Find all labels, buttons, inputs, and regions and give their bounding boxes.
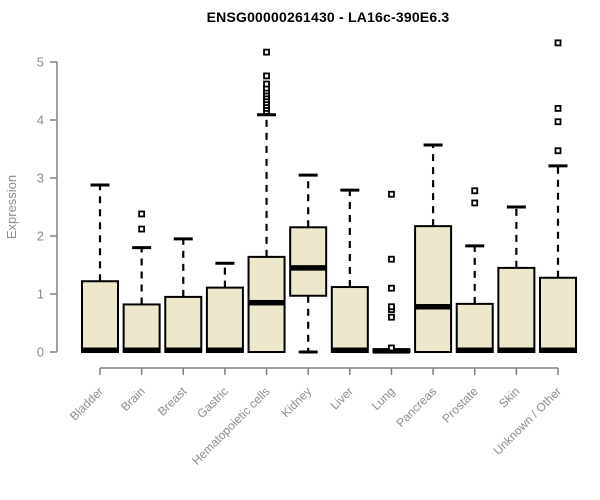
boxplot-unknown-other <box>539 39 577 354</box>
outlier-point <box>388 344 395 352</box>
outlier-point <box>388 255 395 263</box>
median-line <box>81 347 119 354</box>
iqr-box <box>497 266 536 353</box>
boxplot-prostate <box>455 187 494 354</box>
x-tick-label-bladder: Bladder <box>67 384 106 423</box>
x-tick-label-breast: Breast <box>155 384 190 419</box>
median-line <box>289 265 327 271</box>
boxplot-kidney <box>289 173 328 354</box>
iqr-box <box>539 276 577 354</box>
median-line <box>331 347 369 354</box>
median-line <box>248 299 286 306</box>
outlier-point <box>388 284 395 292</box>
y-tick-label: 1 <box>37 287 44 302</box>
outlier-point <box>388 313 395 321</box>
x-tick-label-skin: Skin <box>496 384 522 410</box>
y-tick-label: 4 <box>37 113 44 128</box>
iqr-box <box>164 295 203 353</box>
y-tick-label: 0 <box>37 345 44 360</box>
boxplot-lung <box>372 190 411 354</box>
y-axis: 0 1 2 3 4 5 Expression <box>4 55 58 360</box>
y-tick-label: 2 <box>37 229 44 244</box>
median-line <box>414 304 452 310</box>
y-axis-label: Expression <box>4 175 19 239</box>
x-tick-label-gastric: Gastric <box>194 384 231 421</box>
boxplot-gastric <box>205 261 244 354</box>
outlier-point <box>263 72 270 80</box>
median-line <box>164 347 202 354</box>
outlier-point <box>263 48 270 56</box>
outlier-point <box>263 80 270 88</box>
outlier-point <box>554 105 562 112</box>
iqr-box <box>205 286 244 353</box>
outlier-point <box>554 118 562 126</box>
boxplot-pancreas <box>414 143 453 353</box>
outlier-point <box>471 187 479 195</box>
iqr-box <box>330 286 369 354</box>
y-tick-label: 5 <box>37 55 44 70</box>
median-line <box>497 347 535 354</box>
x-tick-label-pancreas: Pancreas <box>393 384 439 430</box>
x-tick-label-kidney: Kidney <box>278 384 314 420</box>
median-line <box>206 347 244 354</box>
median-line <box>539 347 577 354</box>
boxplot-liver <box>330 188 369 354</box>
y-tick-label: 3 <box>37 171 44 186</box>
boxplot-brain <box>122 210 161 354</box>
iqr-box <box>414 225 453 353</box>
iqr-box <box>81 280 119 353</box>
median-line <box>123 347 161 354</box>
x-tick-label-brain: Brain <box>118 384 148 414</box>
outlier-point <box>388 190 395 198</box>
outlier-point <box>138 225 146 233</box>
iqr-box <box>122 303 161 354</box>
boxplot-skin <box>497 205 536 354</box>
x-tick-label-hematopoietic-cells: Hematopoietic cells <box>189 384 272 467</box>
iqr-box <box>455 302 494 353</box>
median-line <box>456 347 494 354</box>
boxplot-hematopoietic-cells <box>247 48 286 354</box>
boxplot-bladder <box>81 183 119 354</box>
outlier-point <box>554 147 562 155</box>
outlier-point <box>388 303 395 311</box>
chart-title: ENSG00000261430 - LA16c-390E6.3 <box>206 9 450 25</box>
outlier-point <box>554 39 562 47</box>
x-tick-label-liver: Liver <box>328 384 356 412</box>
outlier-point <box>138 210 146 218</box>
iqr-box <box>289 226 328 297</box>
boxplot-breast <box>164 237 203 354</box>
outlier-point <box>471 199 479 207</box>
x-tick-label-lung: Lung <box>369 384 398 413</box>
x-tick-label-prostate: Prostate <box>439 384 481 426</box>
